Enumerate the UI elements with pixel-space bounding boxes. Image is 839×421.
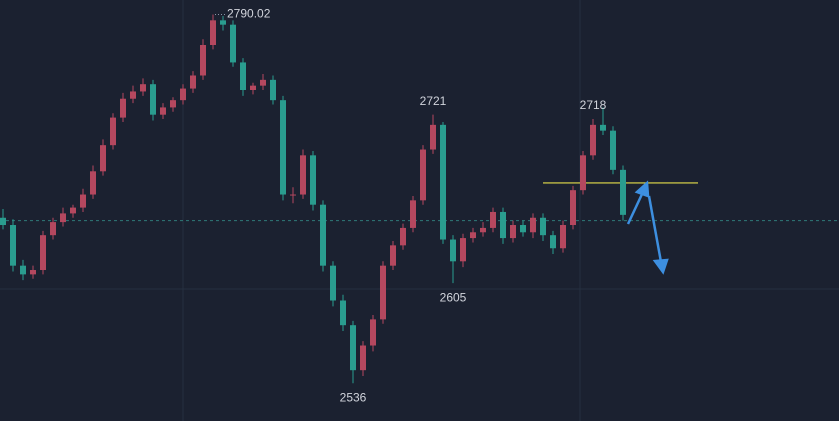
candle-body — [290, 194, 296, 196]
candle-body — [450, 239, 456, 262]
candle-body — [380, 265, 386, 320]
candle-body — [190, 75, 196, 89]
candle-body — [530, 217, 536, 233]
candle-body — [400, 227, 406, 246]
candle-body — [280, 100, 286, 195]
arrow-head — [634, 180, 650, 198]
candle-body — [510, 225, 516, 239]
candle-body — [50, 222, 56, 236]
candle-body — [460, 238, 466, 262]
arrow — [647, 195, 663, 263]
candle-body — [590, 124, 596, 156]
candle-body — [610, 130, 616, 170]
candle-body — [130, 91, 136, 99]
candle-body — [480, 227, 486, 233]
candle-body — [200, 45, 206, 76]
extreme-label: 2718 — [580, 98, 607, 112]
candle-body — [80, 194, 86, 208]
candle-body — [520, 225, 526, 233]
candle-body — [270, 79, 276, 101]
candle-body — [540, 217, 546, 236]
candle-body — [90, 171, 96, 195]
candle-body — [140, 84, 146, 92]
candle-body — [420, 149, 426, 201]
candle-body — [440, 124, 446, 240]
candle-body — [320, 204, 326, 266]
candle-body — [40, 235, 46, 271]
candle-body — [490, 211, 496, 228]
candle-body — [120, 98, 126, 118]
candle-body — [60, 213, 66, 223]
candle-body — [0, 217, 6, 226]
candle-body — [360, 345, 366, 371]
plot: 2790.02 2721 2718 2605 2536 — [0, 7, 839, 404]
candle-body — [210, 20, 216, 46]
candle-body — [330, 265, 336, 301]
candle-body — [410, 200, 416, 228]
candle-body — [300, 155, 306, 195]
candle-body — [550, 235, 556, 249]
candle-body — [620, 169, 626, 215]
extreme-label: 2536 — [340, 390, 367, 404]
candle-body — [390, 245, 396, 266]
candle-body — [470, 232, 476, 239]
candle-body — [570, 190, 576, 226]
candle-body — [350, 325, 356, 371]
candle-body — [160, 107, 166, 115]
candle-body — [340, 300, 346, 326]
candle-body — [310, 155, 316, 205]
extreme-label: 2605 — [440, 290, 467, 304]
candle-body — [260, 79, 266, 86]
candle-body — [220, 20, 226, 25]
arrow — [626, 191, 645, 225]
candle-body — [370, 319, 376, 346]
candle-body — [250, 85, 256, 91]
candle-body — [240, 62, 246, 91]
candle-body — [580, 155, 586, 191]
candle-body — [70, 207, 76, 214]
extreme-label: 2721 — [420, 94, 447, 108]
candle-body — [10, 225, 16, 266]
candle-body — [110, 117, 116, 146]
candle-body — [100, 145, 106, 172]
candle-body — [500, 211, 506, 239]
candle-body — [30, 270, 36, 275]
candle-body — [150, 84, 156, 115]
candle-body — [430, 124, 436, 150]
candle-body — [230, 24, 236, 63]
candle-body — [20, 265, 26, 275]
candle-body — [180, 88, 186, 101]
arrows — [626, 180, 669, 275]
arrow-head — [652, 258, 669, 275]
candle-body — [600, 124, 606, 131]
extreme-label: 2790.02 — [227, 7, 271, 21]
candle-body — [170, 100, 176, 108]
candle-body — [560, 225, 566, 249]
